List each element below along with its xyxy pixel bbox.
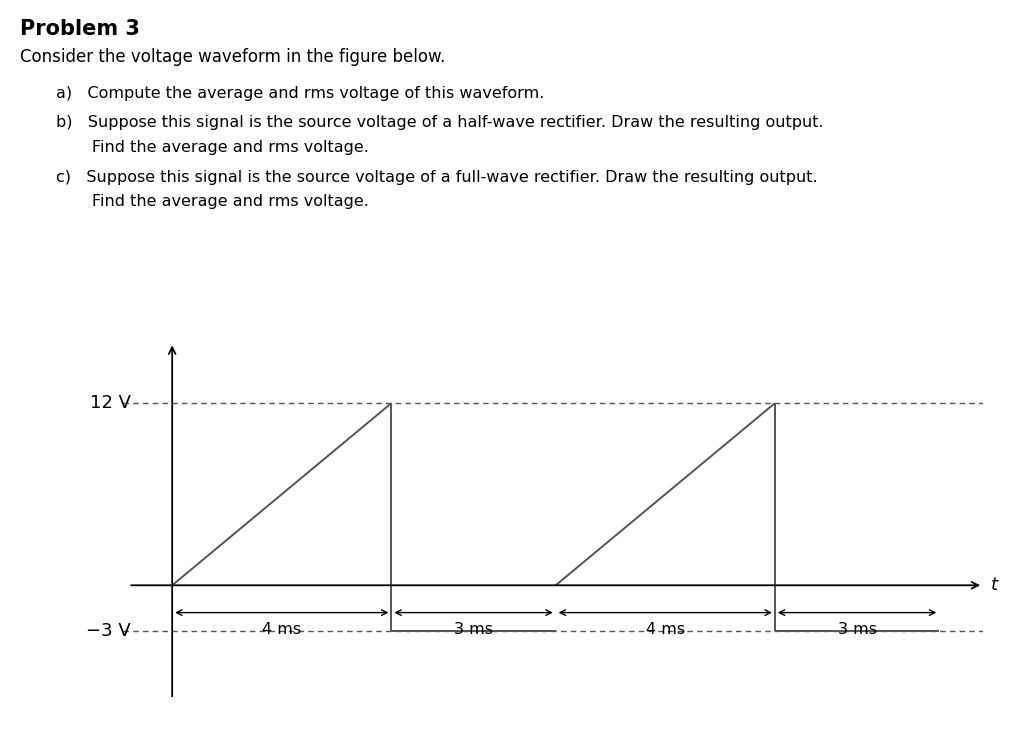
Text: Problem 3: Problem 3	[20, 19, 140, 39]
Text: 3 ms: 3 ms	[454, 622, 493, 637]
Text: a)   Compute the average and rms voltage of this waveform.: a) Compute the average and rms voltage o…	[56, 86, 545, 100]
Text: 4 ms: 4 ms	[646, 622, 685, 637]
Text: c)   Suppose this signal is the source voltage of a full-wave rectifier. Draw th: c) Suppose this signal is the source vol…	[56, 170, 818, 185]
Text: b)   Suppose this signal is the source voltage of a half-wave rectifier. Draw th: b) Suppose this signal is the source vol…	[56, 115, 824, 130]
Text: 4 ms: 4 ms	[262, 622, 301, 637]
Text: −3 V: −3 V	[86, 622, 131, 640]
Text: Find the average and rms voltage.: Find the average and rms voltage.	[56, 194, 370, 209]
Text: t: t	[991, 577, 998, 594]
Text: 3 ms: 3 ms	[838, 622, 877, 637]
Text: Find the average and rms voltage.: Find the average and rms voltage.	[56, 140, 370, 155]
Text: 12 V: 12 V	[90, 394, 131, 412]
Text: Consider the voltage waveform in the figure below.: Consider the voltage waveform in the fig…	[20, 48, 445, 66]
